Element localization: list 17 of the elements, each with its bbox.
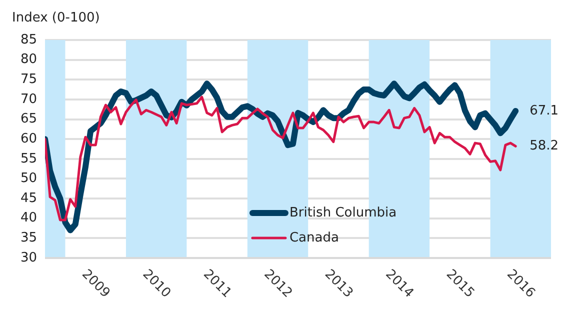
y-tick-label: 55 — [20, 151, 37, 166]
y-tick-label: 85 — [20, 32, 37, 48]
legend-label: British Columbia — [289, 205, 397, 220]
annotation: 58.2 — [530, 138, 559, 154]
legend-label: Canada — [289, 230, 339, 246]
annotation: 67.1 — [530, 103, 559, 118]
y-tick-label: 35 — [20, 230, 37, 246]
y-tick-label: 80 — [20, 52, 37, 68]
y-axis-title: Index (0-100) — [12, 10, 100, 26]
y-tick-label: 45 — [20, 190, 37, 206]
y-tick-label: 50 — [20, 171, 37, 186]
y-tick-label: 60 — [20, 131, 37, 146]
y-tick-label: 65 — [20, 112, 37, 127]
y-tick-label: 30 — [20, 250, 37, 266]
y-tick-label: 40 — [20, 210, 37, 226]
y-tick-label: 75 — [20, 72, 37, 88]
y-tick-label: 70 — [20, 92, 37, 107]
